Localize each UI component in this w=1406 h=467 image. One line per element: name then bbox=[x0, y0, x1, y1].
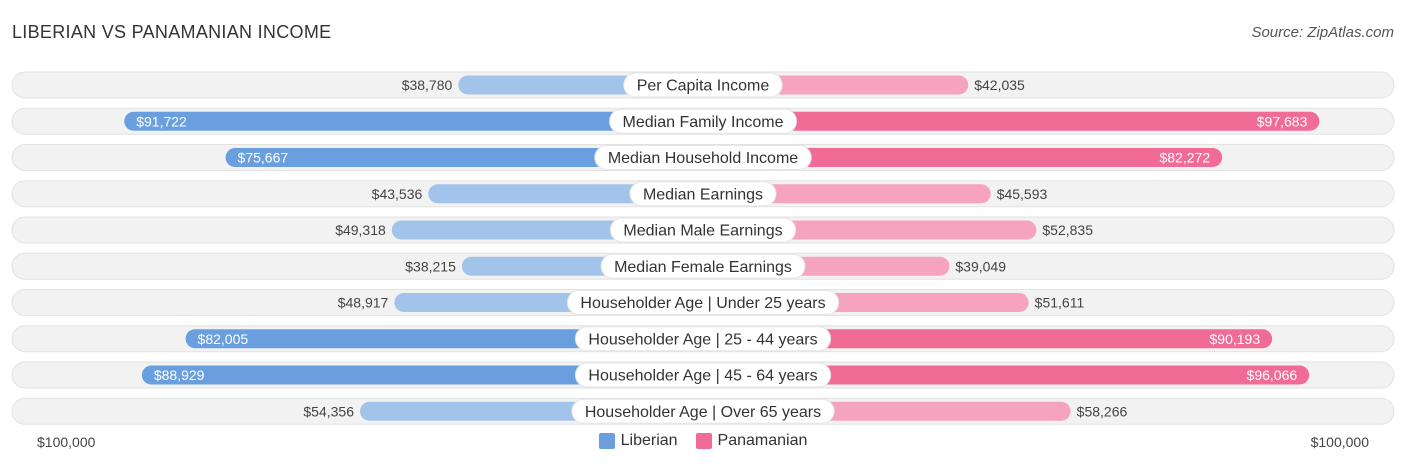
category-pill-8 bbox=[574, 362, 832, 388]
value-label-panamanian-7: $90,193 bbox=[1210, 331, 1261, 347]
category-label-1: Median Family Income bbox=[623, 114, 784, 131]
category-label-3: Median Earnings bbox=[643, 186, 763, 203]
category-pill-7 bbox=[574, 326, 832, 352]
bar-panamanian-7 bbox=[703, 329, 1273, 349]
bar-panamanian-2 bbox=[703, 148, 1223, 167]
value-label-panamanian-9: $58,266 bbox=[1077, 403, 1128, 419]
income-comparison-chart: $38,780 $42,035 Per Capita Income $91,722 $9… bbox=[11, 71, 1395, 425]
chart-title: LIBERIAN VS PANAMANIAN INCOME bbox=[12, 22, 332, 42]
value-label-liberian-1: $91,722 bbox=[136, 113, 187, 129]
value-label-panamanian-3: $45,593 bbox=[997, 186, 1048, 202]
value-label-panamanian-2: $82,272 bbox=[1160, 150, 1211, 166]
value-label-panamanian-0: $42,035 bbox=[974, 77, 1025, 93]
category-pill-9 bbox=[571, 398, 835, 424]
value-label-panamanian-8: $96,066 bbox=[1247, 367, 1298, 383]
value-label-panamanian-6: $51,611 bbox=[1035, 295, 1085, 311]
category-label-5: Median Female Earnings bbox=[614, 259, 792, 276]
value-label-liberian-5: $38,215 bbox=[405, 258, 456, 274]
value-label-liberian-4: $49,318 bbox=[335, 222, 386, 238]
value-label-panamanian-1: $97,683 bbox=[1257, 113, 1308, 129]
value-label-panamanian-5: $39,049 bbox=[955, 258, 1006, 274]
value-label-liberian-8: $88,929 bbox=[154, 367, 205, 383]
value-label-liberian-0: $38,780 bbox=[402, 77, 453, 93]
legend-label-panamanian: Panamanian bbox=[717, 432, 808, 449]
category-pill-6 bbox=[566, 290, 840, 315]
category-label-9: Householder Age | Over 65 years bbox=[585, 404, 821, 421]
category-pill-5 bbox=[600, 253, 806, 279]
bar-panamanian-1 bbox=[703, 111, 1320, 131]
category-label-7: Householder Age | 25 - 44 years bbox=[588, 331, 817, 348]
axis-label-right: $100,000 bbox=[1310, 434, 1369, 450]
legend-label-liberian: Liberian bbox=[620, 432, 678, 449]
bar-liberian-1 bbox=[124, 111, 703, 131]
value-label-liberian-3: $43,536 bbox=[372, 186, 423, 202]
bar-panamanian-8 bbox=[703, 365, 1310, 385]
category-label-0: Per Capita Income bbox=[637, 78, 770, 95]
legend-swatch-panamanian bbox=[695, 433, 712, 449]
legend-swatch-liberian bbox=[598, 433, 615, 449]
bar-liberian-7 bbox=[185, 329, 703, 349]
value-label-liberian-7: $82,005 bbox=[198, 331, 249, 347]
value-label-liberian-9: $54,356 bbox=[303, 403, 354, 419]
axis-label-left: $100,000 bbox=[37, 434, 96, 450]
category-pill-0 bbox=[623, 72, 783, 98]
category-pill-2 bbox=[594, 145, 812, 170]
value-label-liberian-6: $48,917 bbox=[338, 295, 389, 311]
value-label-liberian-2: $75,667 bbox=[238, 150, 289, 166]
bar-liberian-2 bbox=[225, 148, 703, 167]
category-pill-4 bbox=[609, 217, 797, 243]
legend: Liberian Panamanian bbox=[0, 432, 1406, 450]
category-label-6: Householder Age | Under 25 years bbox=[580, 295, 825, 312]
category-pill-1 bbox=[609, 108, 797, 134]
category-label-8: Householder Age | 45 - 64 years bbox=[588, 368, 817, 385]
legend-item-liberian[interactable]: Liberian bbox=[598, 432, 678, 450]
bar-liberian-8 bbox=[141, 365, 703, 385]
category-pill-3 bbox=[629, 181, 777, 207]
value-label-panamanian-4: $52,835 bbox=[1042, 222, 1093, 238]
source-credit: Source: ZipAtlas.com bbox=[1251, 24, 1394, 41]
category-label-4: Median Male Earnings bbox=[623, 223, 782, 240]
legend-item-panamanian[interactable]: Panamanian bbox=[695, 432, 808, 450]
category-label-2: Median Household Income bbox=[608, 150, 798, 167]
